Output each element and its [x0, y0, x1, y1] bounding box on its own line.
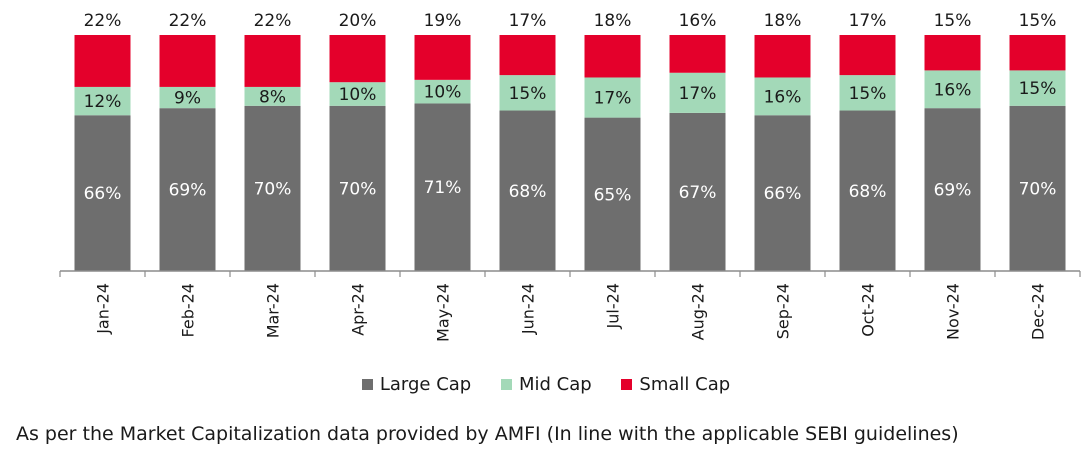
legend-item-large-cap: Large Cap	[361, 374, 472, 395]
bar-segment-small-cap	[74, 35, 131, 87]
data-label-small-cap: 15%	[934, 11, 972, 31]
data-label-small-cap: 20%	[339, 11, 377, 31]
x-tick-label: Oct-24	[859, 283, 878, 337]
data-label-mid-cap: 12%	[84, 92, 122, 112]
data-label-large-cap: 69%	[934, 181, 972, 201]
bar-segment-large-cap	[329, 105, 386, 271]
data-label-mid-cap: 15%	[509, 84, 547, 104]
legend-swatch-small-cap	[621, 379, 633, 390]
data-label-large-cap: 67%	[679, 183, 717, 203]
data-label-large-cap: 65%	[594, 185, 632, 205]
bar-segment-large-cap	[754, 115, 811, 272]
bar-segment-large-cap	[414, 103, 471, 271]
data-label-small-cap: 18%	[764, 11, 802, 31]
data-label-large-cap: 66%	[84, 184, 122, 204]
data-label-mid-cap: 15%	[849, 84, 887, 104]
bar-segment-small-cap	[1009, 35, 1066, 71]
legend-label-large-cap: Large Cap	[379, 374, 472, 395]
legend-swatch-mid-cap	[500, 379, 512, 390]
bar-segment-large-cap	[1009, 105, 1066, 271]
legend-item-mid-cap: Mid Cap	[500, 374, 592, 395]
bar-segment-small-cap	[839, 35, 896, 76]
x-tick-label: Mar-24	[264, 283, 283, 338]
bar-segment-large-cap	[74, 115, 131, 272]
bar-segment-mid-cap	[74, 86, 131, 116]
bar-segment-mid-cap	[669, 72, 726, 113]
x-tick-label: Feb-24	[179, 283, 198, 337]
bar-segment-mid-cap	[414, 79, 471, 104]
bar-segment-mid-cap	[1009, 70, 1066, 106]
bar-segment-mid-cap	[244, 86, 301, 106]
bar-segment-small-cap	[669, 35, 726, 73]
data-label-mid-cap: 15%	[1019, 79, 1057, 99]
data-label-small-cap: 22%	[254, 11, 292, 31]
data-label-small-cap: 15%	[1019, 11, 1057, 31]
bar-segment-large-cap	[244, 105, 301, 271]
bar-segment-small-cap	[754, 35, 811, 78]
bar-segment-large-cap	[924, 108, 981, 271]
x-tick-label: Aug-24	[689, 283, 708, 340]
bars-layer	[74, 35, 1066, 272]
data-labels-layer: 66% 12% 22% 69% 9% 22% 70% 8% 22% 70% 10% 20% 71% 10%…	[84, 11, 1057, 205]
bar-segment-mid-cap	[584, 77, 641, 118]
legend-label-mid-cap: Mid Cap	[518, 374, 592, 395]
data-label-large-cap: 71%	[424, 178, 462, 198]
x-tick-label: Nov-24	[944, 283, 963, 340]
data-label-large-cap: 68%	[509, 182, 547, 202]
bar-segment-mid-cap	[754, 77, 811, 116]
bar-segment-large-cap	[159, 108, 216, 271]
x-tick-label: Sep-24	[774, 283, 793, 339]
bar-segment-mid-cap	[159, 86, 216, 109]
data-label-small-cap: 17%	[509, 11, 547, 31]
legend-label-small-cap: Small Cap	[639, 374, 731, 395]
bar-segment-mid-cap	[499, 75, 556, 111]
legend-item-small-cap: Small Cap	[621, 374, 730, 395]
stacked-bar-chart: Jan-24 Feb-24 Mar-24 Apr-24 May-24 Jun-24 Jul-…	[59, 11, 1081, 342]
data-label-mid-cap: 8%	[259, 87, 286, 107]
bar-segment-small-cap	[159, 35, 216, 87]
bar-segment-large-cap	[839, 110, 896, 272]
bar-segment-mid-cap	[839, 75, 896, 111]
data-label-large-cap: 68%	[849, 182, 887, 202]
legend: Large Cap Mid Cap Small Cap	[0, 374, 1092, 395]
bar-segment-large-cap	[584, 117, 641, 271]
x-tick-label: Jul-24	[604, 283, 623, 329]
bar-segment-small-cap	[584, 35, 641, 78]
bar-segment-small-cap	[329, 35, 386, 83]
data-label-small-cap: 22%	[84, 11, 122, 31]
data-label-mid-cap: 10%	[424, 83, 462, 103]
data-label-large-cap: 69%	[169, 181, 207, 201]
legend-swatch-large-cap	[361, 379, 373, 390]
data-label-large-cap: 66%	[764, 184, 802, 204]
data-label-small-cap: 22%	[169, 11, 207, 31]
bar-segment-large-cap	[669, 112, 726, 271]
bar-segment-small-cap	[924, 35, 981, 71]
data-label-small-cap: 19%	[424, 11, 462, 31]
x-tick-label: Dec-24	[1029, 283, 1048, 340]
bar-segment-mid-cap	[329, 82, 386, 106]
x-tick-label: Jan-24	[94, 283, 113, 335]
data-label-mid-cap: 10%	[339, 85, 377, 105]
data-label-mid-cap: 16%	[764, 87, 802, 107]
bar-segment-small-cap	[244, 35, 301, 87]
bar-segment-large-cap	[499, 110, 556, 272]
data-label-large-cap: 70%	[254, 179, 292, 199]
bar-segment-small-cap	[499, 35, 556, 76]
data-label-small-cap: 17%	[849, 11, 887, 31]
data-label-mid-cap: 17%	[679, 84, 717, 104]
data-label-mid-cap: 16%	[934, 80, 972, 100]
bar-segment-mid-cap	[924, 70, 981, 109]
data-label-large-cap: 70%	[1019, 179, 1057, 199]
footnote: As per the Market Capitalization data pr…	[16, 423, 959, 445]
x-tick-label: Jun-24	[519, 283, 538, 335]
data-label-mid-cap: 9%	[174, 89, 201, 109]
data-label-large-cap: 70%	[339, 179, 377, 199]
bar-segment-small-cap	[414, 35, 471, 80]
data-label-small-cap: 16%	[679, 11, 717, 31]
data-label-mid-cap: 17%	[594, 89, 632, 109]
x-axis: Jan-24 Feb-24 Mar-24 Apr-24 May-24 Jun-24 Jul-…	[59, 270, 1081, 342]
x-tick-label: Apr-24	[349, 283, 368, 336]
x-tick-label: May-24	[434, 283, 453, 342]
data-label-small-cap: 18%	[594, 11, 632, 31]
